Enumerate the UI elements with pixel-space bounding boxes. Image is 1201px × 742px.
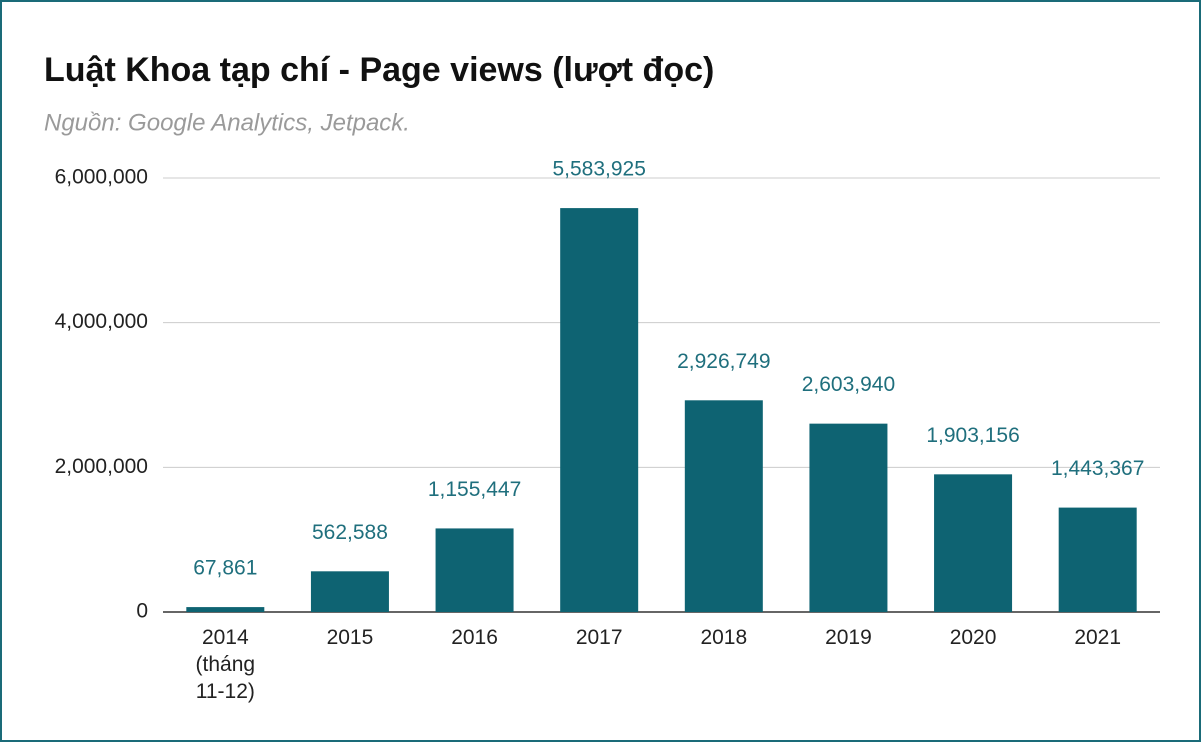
- chart-title: Luật Khoa tạp chí - Page views (lượt đọc…: [44, 51, 714, 89]
- bar: [809, 423, 888, 612]
- data-label: 562,588: [312, 521, 388, 544]
- x-tick-label: 2019: [825, 626, 872, 649]
- bar: [310, 571, 389, 612]
- x-tick-label: 2017: [575, 626, 623, 649]
- data-label: 5,583,925: [552, 158, 645, 181]
- data-label: 1,903,156: [926, 424, 1019, 447]
- data-label: 1,155,447: [428, 478, 521, 501]
- x-tick-label: 2016: [451, 626, 498, 649]
- x-tick-label: 2020: [949, 626, 997, 649]
- data-label: 1,443,367: [1051, 457, 1144, 480]
- bar: [186, 607, 265, 612]
- data-label: 67,861: [193, 557, 257, 580]
- data-label: 2,926,749: [677, 350, 770, 373]
- chart-subtitle: Nguồn: Google Analytics, Jetpack.: [44, 109, 410, 136]
- bar: [684, 400, 763, 612]
- x-tick-label: 2015: [326, 626, 374, 649]
- bar: [560, 208, 639, 613]
- y-tick-label: 0: [136, 600, 148, 623]
- x-tick-label: 2014 (tháng 11-12): [195, 626, 256, 703]
- x-tick-label: 2018: [700, 626, 748, 649]
- bar: [435, 528, 514, 612]
- x-tick-label: 2021: [1074, 626, 1122, 649]
- bar: [1058, 507, 1137, 612]
- y-tick-label: 6,000,000: [55, 166, 148, 189]
- data-label: 2,603,940: [802, 373, 895, 396]
- bar: [934, 474, 1013, 612]
- y-tick-label: 2,000,000: [55, 455, 148, 478]
- y-tick-label: 4,000,000: [55, 310, 148, 333]
